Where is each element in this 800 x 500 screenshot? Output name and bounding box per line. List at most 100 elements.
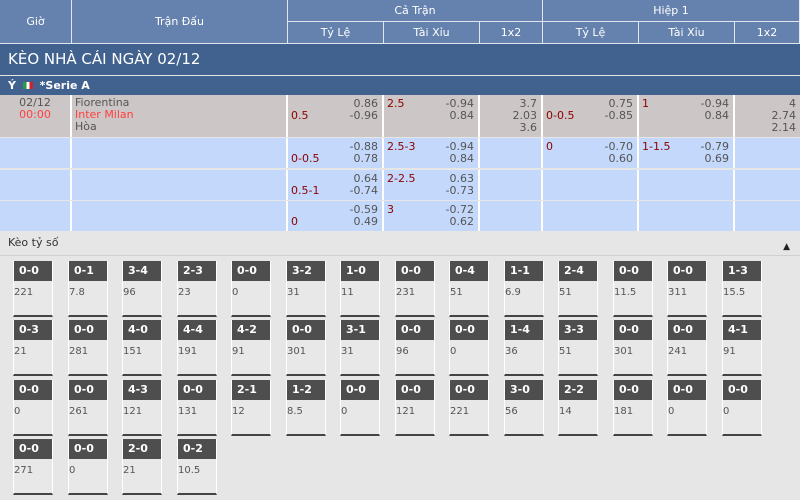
score-card[interactable]: 3-3 51 bbox=[558, 320, 598, 376]
score-label: 0-0 bbox=[232, 261, 270, 281]
score-card[interactable]: 3-0 56 bbox=[504, 380, 544, 436]
score-card[interactable]: 0-3 21 bbox=[13, 320, 53, 376]
score-odds: 0 bbox=[69, 465, 76, 476]
h1-ou-line: 1 bbox=[642, 97, 649, 110]
score-label: 3-1 bbox=[341, 320, 379, 340]
score-label: 0-0 bbox=[614, 380, 652, 400]
ft-1x2-home[interactable]: 3.7 bbox=[519, 97, 538, 110]
score-card[interactable]: 1-4 36 bbox=[504, 320, 544, 376]
score-card[interactable]: 0-0 0 bbox=[449, 320, 489, 376]
score-card[interactable]: 0-0 0 bbox=[13, 380, 53, 436]
draw-label: Hòa bbox=[75, 120, 97, 133]
ft-hdp-away[interactable]: -0.96 bbox=[349, 109, 378, 122]
score-card[interactable]: 4-4 191 bbox=[177, 320, 217, 376]
score-card[interactable]: 0-0 96 bbox=[395, 320, 435, 376]
score-card[interactable]: 4-2 91 bbox=[231, 320, 271, 376]
score-card[interactable]: 0-0 0 bbox=[68, 439, 108, 495]
h1-hdp-home[interactable]: -0.70 bbox=[604, 140, 633, 153]
ft-hdp-away[interactable]: 0.49 bbox=[353, 215, 379, 228]
score-card[interactable]: 0-0 0 bbox=[722, 380, 762, 436]
h1-hdp-home[interactable]: 0.75 bbox=[608, 97, 634, 110]
score-card[interactable]: 0-0 121 bbox=[395, 380, 435, 436]
score-card[interactable]: 0-0 281 bbox=[68, 320, 108, 376]
ft-hdp-line: 0-0.5 bbox=[291, 152, 320, 165]
ft-hdp-home[interactable]: 0.86 bbox=[353, 97, 379, 110]
score-card[interactable]: 2-2 14 bbox=[558, 380, 598, 436]
score-card[interactable]: 0-0 0 bbox=[340, 380, 380, 436]
score-card[interactable]: 4-3 121 bbox=[122, 380, 162, 436]
score-card[interactable]: 1-0 11 bbox=[340, 261, 380, 317]
score-card[interactable]: 0-0 181 bbox=[613, 380, 653, 436]
h1-ou-under[interactable]: 0.84 bbox=[704, 109, 730, 122]
ft-ou-over[interactable]: -0.94 bbox=[445, 140, 474, 153]
ft-ou-under[interactable]: 0.84 bbox=[449, 152, 475, 165]
score-card[interactable]: 0-2 10.5 bbox=[177, 439, 217, 495]
h1-ou-under[interactable]: 0.69 bbox=[704, 152, 730, 165]
score-card[interactable]: 4-0 151 bbox=[122, 320, 162, 376]
ft-ou-over[interactable]: -0.72 bbox=[445, 203, 474, 216]
ft-hdp-home[interactable]: -0.88 bbox=[349, 140, 378, 153]
h1-hdp-away[interactable]: 0.60 bbox=[608, 152, 634, 165]
score-card[interactable]: 0-0 241 bbox=[667, 320, 707, 376]
score-card[interactable]: 0-0 131 bbox=[177, 380, 217, 436]
score-label: 3-2 bbox=[287, 261, 325, 281]
h1-1x2-draw[interactable]: 2.14 bbox=[771, 121, 797, 134]
ft-hdp-away[interactable]: 0.78 bbox=[353, 152, 379, 165]
ft-ou-over[interactable]: 0.63 bbox=[449, 172, 475, 185]
score-label: 0-0 bbox=[69, 439, 107, 459]
header-tran-dau: Trận Đấu bbox=[72, 0, 288, 44]
h1-hdp-away[interactable]: -0.85 bbox=[604, 109, 633, 122]
score-label: 0-0 bbox=[450, 320, 488, 340]
score-odds: 51 bbox=[559, 346, 572, 357]
league-row[interactable]: Ý *Serie A bbox=[0, 76, 800, 95]
score-card[interactable]: 3-4 96 bbox=[122, 261, 162, 317]
score-card[interactable]: 1-3 15.5 bbox=[722, 261, 762, 317]
score-card[interactable]: 2-4 51 bbox=[558, 261, 598, 317]
score-card[interactable]: 2-1 12 bbox=[231, 380, 271, 436]
correct-score-header[interactable]: Kèo tỷ số ▲ bbox=[0, 232, 800, 256]
ft-hdp-home[interactable]: -0.59 bbox=[349, 203, 378, 216]
score-card[interactable]: 0-0 311 bbox=[667, 261, 707, 317]
score-label: 0-0 bbox=[723, 380, 761, 400]
h1-hdp-line: 0-0.5 bbox=[546, 109, 575, 122]
match-time: 00:00 bbox=[19, 108, 51, 121]
caret-up-icon[interactable]: ▲ bbox=[783, 242, 790, 252]
score-card[interactable]: 3-2 31 bbox=[286, 261, 326, 317]
ft-ou-under[interactable]: 0.84 bbox=[449, 109, 475, 122]
score-card[interactable]: 0-0 0 bbox=[231, 261, 271, 317]
score-card[interactable]: 0-0 0 bbox=[667, 380, 707, 436]
score-card[interactable]: 0-4 51 bbox=[449, 261, 489, 317]
ft-ou-under[interactable]: 0.62 bbox=[449, 215, 475, 228]
h1-ou-over[interactable]: -0.79 bbox=[700, 140, 729, 153]
ft-hdp-away[interactable]: -0.74 bbox=[349, 184, 378, 197]
h1-1x2-home[interactable]: 4 bbox=[789, 97, 796, 110]
h1-1x2-away[interactable]: 2.74 bbox=[771, 109, 797, 122]
ft-1x2-draw[interactable]: 3.6 bbox=[519, 121, 538, 134]
ft-ou-over[interactable]: -0.94 bbox=[445, 97, 474, 110]
score-label: 0-2 bbox=[178, 439, 216, 459]
score-card[interactable]: 0-0 301 bbox=[613, 320, 653, 376]
score-odds: 281 bbox=[69, 346, 89, 357]
score-card[interactable]: 4-1 91 bbox=[722, 320, 762, 376]
score-card[interactable]: 3-1 31 bbox=[340, 320, 380, 376]
ft-hdp-home[interactable]: 0.64 bbox=[353, 172, 379, 185]
score-card[interactable]: 1-2 8.5 bbox=[286, 380, 326, 436]
ft-1x2-away[interactable]: 2.03 bbox=[512, 109, 538, 122]
h1-ou-over[interactable]: -0.94 bbox=[700, 97, 729, 110]
score-card[interactable]: 0-0 231 bbox=[395, 261, 435, 317]
score-odds: 131 bbox=[178, 406, 198, 417]
score-card[interactable]: 1-1 6.9 bbox=[504, 261, 544, 317]
score-card[interactable]: 0-0 221 bbox=[449, 380, 489, 436]
score-label: 0-0 bbox=[396, 380, 434, 400]
score-card[interactable]: 0-1 7.8 bbox=[68, 261, 108, 317]
home-team[interactable]: Fiorentina bbox=[75, 96, 130, 109]
score-card[interactable]: 0-0 301 bbox=[286, 320, 326, 376]
score-card[interactable]: 0-0 221 bbox=[13, 261, 53, 317]
away-team[interactable]: Inter Milan bbox=[75, 108, 134, 121]
score-card[interactable]: 2-3 23 bbox=[177, 261, 217, 317]
score-card[interactable]: 0-0 261 bbox=[68, 380, 108, 436]
score-card[interactable]: 0-0 11.5 bbox=[613, 261, 653, 317]
score-card[interactable]: 0-0 271 bbox=[13, 439, 53, 495]
score-card[interactable]: 2-0 21 bbox=[122, 439, 162, 495]
ft-ou-under[interactable]: -0.73 bbox=[445, 184, 474, 197]
